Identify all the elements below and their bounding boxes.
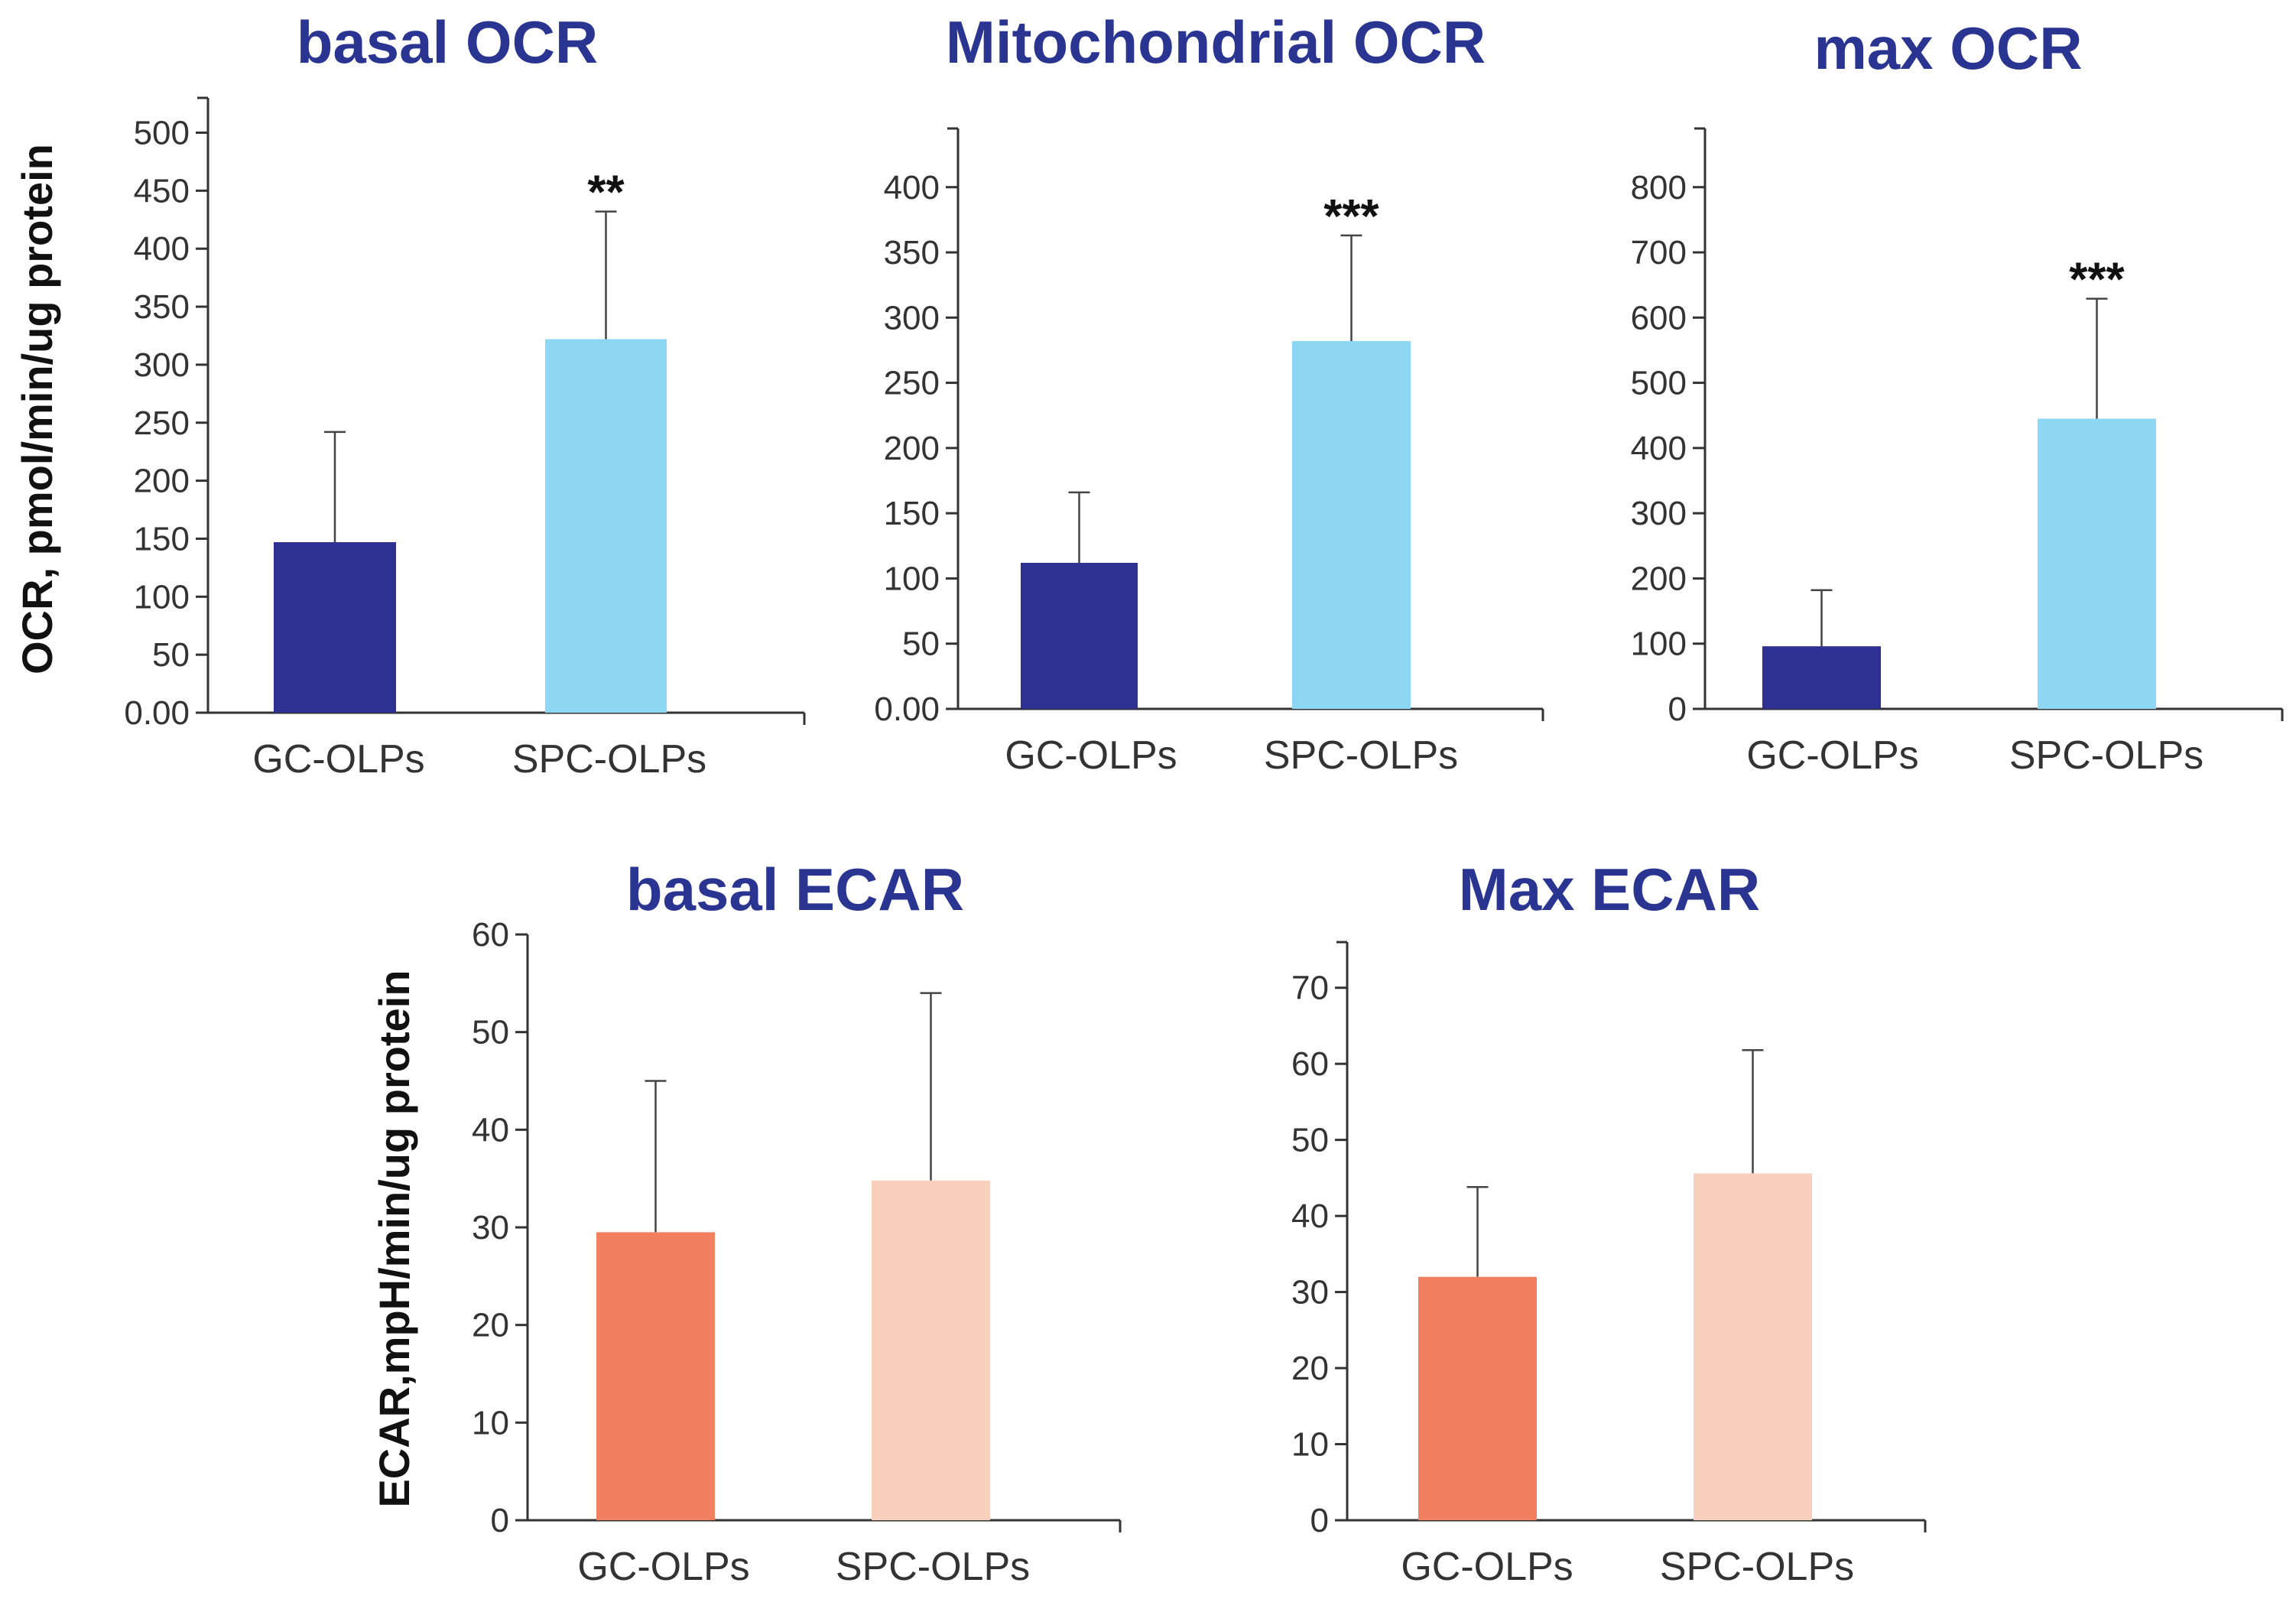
- basal-ocr-gc-olps-bar: [274, 542, 396, 713]
- max-ecar-spc-olps-bar: [1694, 1173, 1812, 1520]
- max-ocr-y-tick-label: 800: [1631, 169, 1687, 206]
- max-ocr-y-tick-label: 200: [1631, 560, 1687, 597]
- basal-ocr-gc-olps-label: GC-OLPs: [252, 737, 424, 782]
- basal-ecar-gc-olps-label: GC-OLPs: [577, 1545, 749, 1589]
- mito-ocr-spc-olps-label: SPC-OLPs: [1264, 733, 1458, 778]
- mito-ocr-y-tick-label: 200: [884, 430, 940, 467]
- max-ecar-y-tick-label: 0: [1310, 1502, 1329, 1539]
- max-ecar-y-tick-label: 50: [1291, 1122, 1329, 1159]
- mito-ocr-y-tick-label: 400: [884, 169, 940, 206]
- max-ecar-gc-olps-bar: [1418, 1276, 1537, 1520]
- max-ocr-gc-olps-label: GC-OLPs: [1746, 733, 1918, 778]
- mito-ocr-y-tick-label: 350: [884, 234, 940, 271]
- max-ecar-title: Max ECAR: [1459, 856, 1760, 923]
- mito-ocr-y-tick-label: 250: [884, 365, 940, 402]
- mito-ocr-y-tick-label: 0.00: [874, 691, 940, 728]
- mito-ocr-gc-olps-bar: [1021, 562, 1138, 709]
- basal-ocr-y-tick-label: 100: [134, 578, 190, 616]
- mito-ocr-spc-olps-significance: ***: [1323, 190, 1379, 243]
- basal-ocr-y-tick-label: 400: [134, 230, 190, 268]
- max-ocr-title: max OCR: [1814, 15, 2082, 82]
- basal-ocr-y-tick-label: 0.00: [124, 694, 190, 732]
- max-ecar-y-tick-label: 10: [1291, 1426, 1329, 1464]
- max-ecar-y-tick-label: 40: [1291, 1198, 1329, 1235]
- basal-ocr-y-tick-label: 500: [134, 115, 190, 152]
- max-ocr-y-tick-label: 700: [1631, 234, 1687, 271]
- mito-ocr-spc-olps-bar: [1292, 341, 1411, 709]
- chart-max-ecar: Max ECAR 0 10 20 30 40 50 60 70 GC-OLPs SPC-OLPs: [1291, 856, 1927, 1589]
- basal-ocr-y-tick-label: 300: [134, 346, 190, 384]
- max-ocr-y-tick-label: 500: [1631, 365, 1687, 402]
- chart-max-ocr: max OCR 0 100 200 300 400 500 600 700 800 GC-OLPs S…: [1631, 15, 2284, 778]
- basal-ecar-y-tick-label: 0: [491, 1502, 509, 1539]
- max-ocr-spc-olps-significance: ***: [2069, 254, 2125, 307]
- mito-ocr-gc-olps-label: GC-OLPs: [1005, 733, 1177, 778]
- max-ocr-y-tick-label: 400: [1631, 430, 1687, 467]
- basal-ocr-spc-olps-bar: [545, 339, 667, 713]
- max-ocr-spc-olps-label: SPC-OLPs: [2009, 733, 2203, 778]
- basal-ecar-y-tick-label: 50: [472, 1014, 509, 1051]
- basal-ecar-y-tick-label: 40: [472, 1111, 509, 1149]
- basal-ecar-spc-olps-label: SPC-OLPs: [836, 1545, 1030, 1589]
- max-ecar-y-tick-label: 60: [1291, 1045, 1329, 1083]
- basal-ocr-y-tick-label: 50: [152, 636, 190, 674]
- chart-basal-ecar: basal ECAR 0 10 20 30 40 50 60 GC-OLPs SPC-OLPs: [472, 856, 1122, 1589]
- mito-ocr-y-tick-label: 150: [884, 495, 940, 532]
- basal-ecar-y-tick-label: 20: [472, 1307, 509, 1344]
- max-ocr-y-tick-label: 0: [1668, 691, 1687, 728]
- mito-ocr-title: Mitochondrial OCR: [946, 8, 1486, 76]
- max-ocr-y-tick-label: 600: [1631, 299, 1687, 336]
- max-ecar-y-tick-label: 30: [1291, 1274, 1329, 1311]
- max-ocr-y-tick-label: 100: [1631, 626, 1687, 663]
- basal-ocr-y-tick-label: 150: [134, 520, 190, 557]
- basal-ocr-y-tick-label: 200: [134, 463, 190, 500]
- mito-ocr-y-tick-label: 50: [902, 626, 940, 663]
- max-ocr-gc-olps-bar: [1762, 646, 1881, 709]
- max-ocr-spc-olps-bar: [2038, 418, 2156, 709]
- mito-ocr-y-tick-label: 100: [884, 560, 940, 597]
- basal-ecar-gc-olps-bar: [596, 1232, 715, 1520]
- basal-ocr-y-tick-label: 250: [134, 405, 190, 442]
- basal-ecar-y-tick-label: 30: [472, 1209, 509, 1246]
- max-ocr-y-tick-label: 300: [1631, 495, 1687, 532]
- basal-ocr-y-tick-label: 350: [134, 288, 190, 326]
- chart-basal-ocr: basal OCR 0.00 50 100 150 200 250 300 350 400 450 5…: [124, 8, 806, 782]
- basal-ecar-spc-olps-bar: [872, 1180, 990, 1520]
- basal-ecar-title: basal ECAR: [626, 856, 964, 923]
- basal-ecar-y-tick-label: 10: [472, 1404, 509, 1441]
- basal-ecar-y-tick-label: 60: [472, 916, 509, 954]
- max-ecar-y-tick-label: 20: [1291, 1350, 1329, 1387]
- max-ecar-gc-olps-label: GC-OLPs: [1401, 1545, 1573, 1589]
- basal-ocr-title: basal OCR: [297, 8, 598, 76]
- max-ecar-spc-olps-label: SPC-OLPs: [1660, 1545, 1854, 1589]
- chart-mito-ocr: Mitochondrial OCR 0.00 50 100 150 200 250 300 35…: [874, 8, 1544, 778]
- mito-ocr-y-tick-label: 300: [884, 299, 940, 336]
- ecar-y-axis-label: ECAR,mpH/min/ug protein: [370, 970, 418, 1507]
- basal-ocr-y-tick-label: 450: [134, 172, 190, 210]
- ocr-y-axis-label: OCR, pmol/min/ug protein: [13, 144, 61, 674]
- max-ecar-y-tick-label: 70: [1291, 970, 1329, 1007]
- basal-ocr-spc-olps-significance: **: [587, 167, 625, 219]
- basal-ocr-spc-olps-label: SPC-OLPs: [512, 737, 706, 782]
